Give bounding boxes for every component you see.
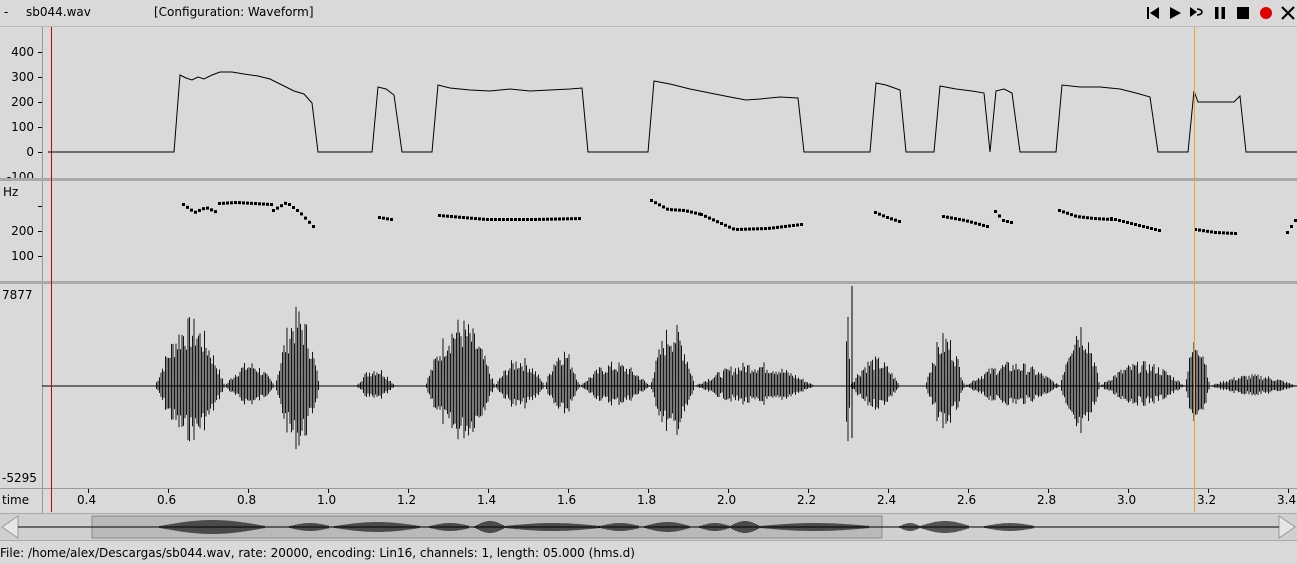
status-bar: File: /home/alex/Descargas/sb044.wav, ra… [0,544,1297,564]
time-tick-label: 1.8 [637,493,657,507]
pause-icon[interactable] [1211,4,1229,22]
time-tick-label: 0.8 [237,493,257,507]
time-tick-label: 2.4 [877,493,897,507]
left-cursor[interactable] [51,27,52,512]
time-tick-label: 2.2 [797,493,817,507]
time-tick-label: 1.2 [397,493,417,507]
skip-back-icon[interactable] [1144,4,1162,22]
pitch-tick-300: 300 [11,70,34,84]
record-icon[interactable] [1257,4,1275,22]
loop-icon[interactable] [1188,4,1206,22]
time-tick-label: 0.4 [77,493,97,507]
time-axis-label: time [2,493,30,507]
scroll-right-arrow [1278,515,1296,539]
f0-tick-200: 200 [11,224,34,238]
time-tick-label: 3.0 [1117,493,1137,507]
pitch-panel[interactable]: 400 300 200 100 0 -100 [0,27,1297,178]
pitch-tick-0: 0 [26,145,34,159]
time-tick-label: 1.4 [477,493,497,507]
pitch-tick-400: 400 [11,45,34,59]
scroll-left-arrow [1,515,19,539]
right-cursor[interactable] [1194,27,1195,512]
time-tick-label: 1.0 [317,493,337,507]
configuration-label: [Configuration: Waveform] [154,5,314,19]
wave-max-label: 7877 [2,288,33,302]
pitch-contour [48,71,1297,153]
close-icon[interactable] [1279,4,1297,22]
title-bar: - sb044.wav [Configuration: Waveform] [0,0,1297,27]
play-icon[interactable] [1166,4,1184,22]
time-tick-label: 2.8 [1037,493,1057,507]
overview-scrollbar[interactable] [0,513,1297,541]
time-tick-label: 2.6 [957,493,977,507]
waveform [42,286,1297,450]
pitch-tick-minus100: -100 [6,170,34,178]
title-dash: - [4,5,9,19]
time-tick-label: 1.6 [557,493,577,507]
wave-min-label: -5295 [2,471,37,485]
time-tick-label: 3.2 [1197,493,1217,507]
f0-panel[interactable]: Hz 200 100 [0,181,1297,281]
file-name: sb044.wav [26,5,91,19]
status-text: File: /home/alex/Descargas/sb044.wav, ra… [0,546,635,560]
pitch-tick-100: 100 [11,120,34,134]
time-tick-label: 2.0 [717,493,737,507]
f0-unit: Hz [3,185,19,199]
pitch-y-axis: 400 300 200 100 0 -100 [0,27,43,178]
time-tick-label: 3.4 [1277,493,1297,507]
pitch-tick-200: 200 [11,95,34,109]
waveform-panel[interactable]: 7877 -5295 [0,284,1297,488]
stop-icon[interactable] [1234,4,1252,22]
f0-y-axis: Hz 200 100 [0,181,43,281]
f0-dots [182,199,1297,235]
time-tick-label: 0.6 [157,493,177,507]
time-axis: time [0,488,1297,513]
f0-tick-100: 100 [11,249,34,263]
